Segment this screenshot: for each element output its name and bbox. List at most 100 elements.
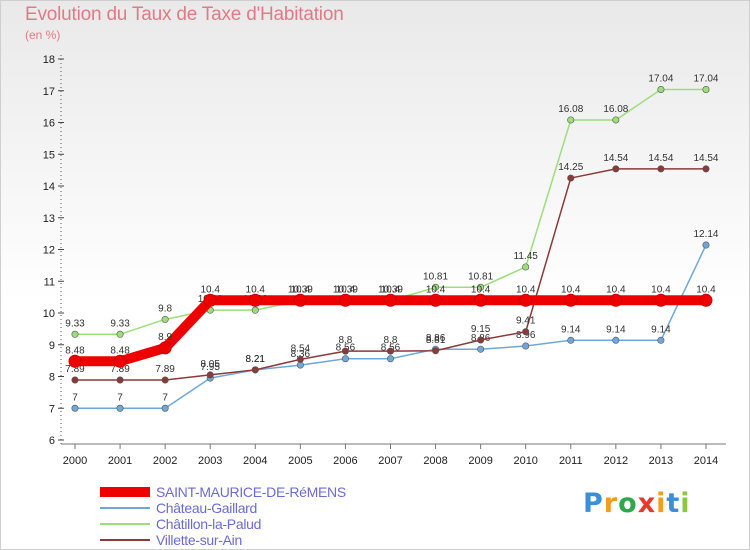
chart-title: Evolution du Taux de Taxe d'Habitation — [25, 4, 344, 25]
data-point — [612, 336, 620, 344]
data-point — [657, 85, 665, 93]
data-point — [567, 336, 575, 344]
data-label: 8.54 — [291, 343, 311, 354]
data-point — [296, 355, 304, 363]
data-label: 10.39 — [333, 285, 358, 296]
data-label: 8.21 — [246, 354, 266, 365]
data-point — [71, 376, 79, 384]
data-label: 8.05 — [200, 359, 220, 370]
data-point — [564, 293, 578, 307]
logo-letter: r — [603, 488, 619, 519]
data-label: 16.08 — [603, 104, 628, 115]
logo-letter: i — [680, 488, 691, 519]
proxiti-logo: Proxiti — [583, 488, 691, 519]
legend-label: Châtillon-la-Palud — [156, 516, 262, 532]
data-point — [699, 293, 713, 307]
y-tick-label: 15 — [43, 149, 55, 161]
data-point — [251, 366, 259, 374]
data-point — [161, 404, 169, 412]
y-tick-label: 13 — [43, 213, 55, 225]
data-point — [702, 165, 710, 173]
data-label: 10.4 — [426, 284, 446, 295]
data-label: 8.21 — [246, 354, 266, 365]
x-tick-label: 2000 — [63, 455, 87, 467]
data-point — [657, 336, 665, 344]
x-tick-label: 2003 — [198, 455, 222, 467]
data-point — [248, 293, 262, 307]
data-label: 8.86 — [426, 333, 446, 344]
x-tick-label: 2008 — [423, 455, 447, 467]
data-label: 14.54 — [693, 153, 718, 164]
data-point — [116, 376, 124, 384]
data-point — [251, 306, 259, 314]
data-point — [158, 341, 172, 355]
data-point — [657, 165, 665, 173]
x-tick-label: 2012 — [604, 455, 628, 467]
data-label: 11.45 — [514, 251, 539, 262]
legend-swatch — [100, 507, 150, 509]
data-label: 7 — [72, 392, 78, 403]
data-point — [71, 330, 79, 338]
data-label: 7 — [117, 392, 123, 403]
data-point — [702, 85, 710, 93]
data-label: 9.41 — [516, 316, 536, 327]
data-label: 10.81 — [423, 271, 448, 282]
data-label: 8.48 — [65, 345, 85, 356]
data-point — [477, 345, 485, 353]
data-label: 10.4 — [291, 284, 311, 295]
y-tick-label: 17 — [43, 86, 55, 98]
logo-letter: o — [618, 488, 638, 519]
data-point — [432, 347, 440, 355]
y-tick-label: 8 — [49, 372, 55, 384]
data-point — [293, 293, 307, 307]
data-point — [161, 315, 169, 323]
data-label: 10.39 — [378, 285, 403, 296]
data-label: 12.14 — [693, 229, 718, 240]
data-label: 8.8 — [384, 335, 398, 346]
data-label: 9.14 — [606, 324, 626, 335]
x-tick-label: 2002 — [153, 455, 177, 467]
data-label: 10.4 — [246, 284, 266, 295]
data-point — [567, 174, 575, 182]
data-point — [206, 371, 214, 379]
data-label: 10.81 — [468, 271, 493, 282]
y-tick-label: 11 — [44, 276, 55, 288]
data-label: 14.25 — [558, 162, 583, 173]
logo-letter: x — [637, 488, 657, 519]
data-point — [612, 116, 620, 124]
data-label: 14.54 — [648, 153, 673, 164]
y-tick-label: 9 — [49, 340, 55, 352]
data-point — [519, 293, 533, 307]
data-point — [429, 293, 443, 307]
data-point — [522, 263, 530, 271]
data-label: 10.4 — [606, 284, 626, 295]
data-label: 9.8 — [158, 303, 172, 314]
data-point — [68, 354, 82, 368]
data-label: 7 — [162, 392, 168, 403]
legend-swatch — [100, 523, 150, 525]
data-label: 10.4 — [516, 284, 536, 295]
data-label: 9.33 — [110, 318, 130, 329]
data-point — [654, 293, 668, 307]
data-point — [567, 116, 575, 124]
logo-letter: i — [656, 488, 667, 519]
data-point — [522, 342, 530, 350]
data-point — [432, 283, 440, 291]
y-tick-label: 18 — [43, 54, 55, 66]
data-point — [612, 165, 620, 173]
data-point — [116, 404, 124, 412]
data-label: 10.4 — [651, 284, 671, 295]
logo-letter: t — [666, 488, 681, 519]
data-point — [161, 376, 169, 384]
data-point — [477, 336, 485, 344]
data-point — [341, 347, 349, 355]
data-point — [338, 293, 352, 307]
data-label: 10.4 — [200, 284, 220, 295]
data-label: 10.4 — [336, 284, 356, 295]
data-point — [386, 355, 394, 363]
legend-label: Villette-sur-Ain — [156, 532, 242, 548]
legend-label: SAINT-MAURICE-DE-RéMENS — [156, 484, 346, 500]
data-label: 8.9 — [158, 332, 172, 343]
